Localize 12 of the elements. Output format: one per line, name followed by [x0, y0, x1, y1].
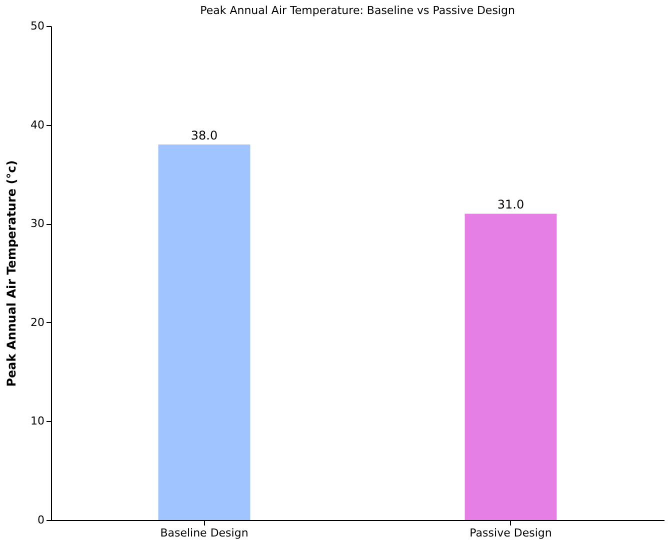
y-tick-label: 10 [30, 414, 44, 428]
y-axis-title: Peak Annual Air Temperature (°c) [4, 160, 19, 387]
y-tick-label: 50 [30, 20, 44, 32]
y-tick-label: 30 [30, 217, 44, 230]
data-label: 31.0 [497, 198, 524, 212]
y-tick-label: 40 [30, 118, 44, 132]
x-tick-label: Passive Design [470, 526, 552, 540]
x-tick-label: Baseline Design [160, 526, 248, 540]
data-label: 38.0 [190, 128, 218, 143]
y-tick-label: 0 [38, 514, 44, 526]
chart-title: Peak Annual Air Temperature: Baseline vs Passive Design [200, 4, 515, 17]
y-tick-label: 20 [30, 316, 44, 329]
